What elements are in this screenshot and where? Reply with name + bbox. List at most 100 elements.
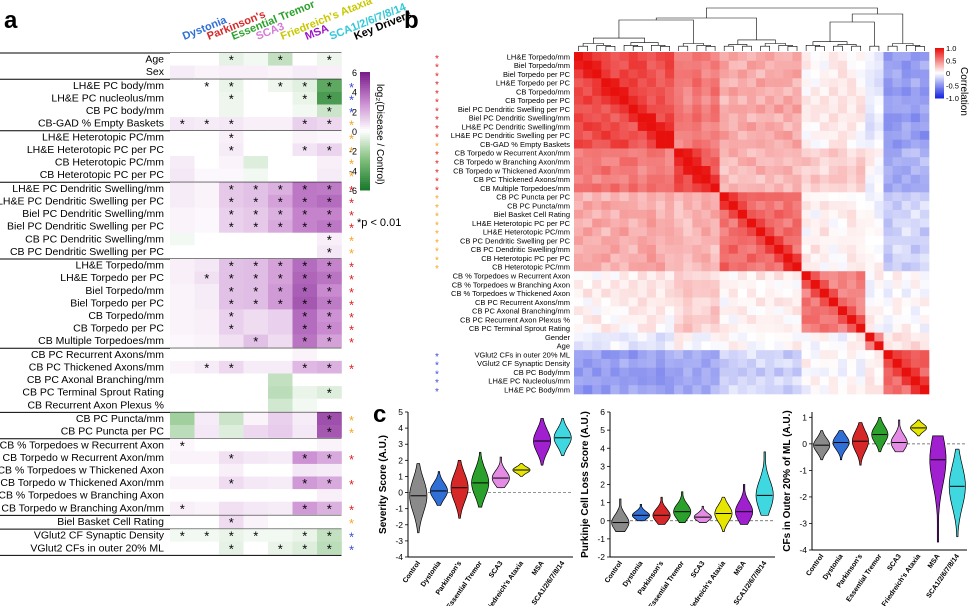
corr-cell xyxy=(746,174,757,184)
corr-cell xyxy=(874,201,884,211)
dendrogram-branch xyxy=(915,46,925,51)
corr-cell xyxy=(765,174,775,184)
corr-cell xyxy=(665,280,675,290)
corr-cell xyxy=(901,367,912,377)
corr-cell xyxy=(892,52,902,62)
heat-cell xyxy=(243,489,269,502)
corr-cell xyxy=(710,139,720,149)
corr-cell xyxy=(610,113,620,123)
corr-cell xyxy=(910,306,921,316)
corr-cell xyxy=(583,52,593,62)
corr-row-label: CB PC Terminal Sprout Rating xyxy=(469,324,570,333)
corr-cell xyxy=(719,174,730,184)
corr-cell xyxy=(637,306,648,316)
corr-cell xyxy=(828,280,839,290)
corr-cell xyxy=(847,113,857,123)
corr-cell xyxy=(728,271,739,281)
heat-cell xyxy=(170,438,195,452)
significance-star: * xyxy=(229,207,234,222)
corr-cell xyxy=(792,130,802,140)
corr-cell xyxy=(601,122,611,132)
heat-cell xyxy=(194,438,220,452)
corr-cell xyxy=(792,315,802,325)
corr-cell xyxy=(701,104,711,114)
corr-cell xyxy=(601,209,611,219)
colorbar-b: Correlation 1.00.50-0.5-1.0 xyxy=(935,44,969,116)
corr-cell xyxy=(674,183,684,193)
corr-cell xyxy=(655,262,666,272)
corr-cell xyxy=(701,95,711,105)
dendrogram-branch xyxy=(814,46,825,51)
corr-cell xyxy=(765,367,775,377)
row-label: Sex xyxy=(146,66,165,78)
corr-cell xyxy=(801,130,811,140)
corr-cell xyxy=(692,227,702,237)
corr-cell xyxy=(847,315,857,325)
corr-cell xyxy=(810,244,821,254)
corr-cell xyxy=(756,139,766,149)
corr-cell xyxy=(592,306,602,316)
corr-cell xyxy=(792,95,802,105)
corr-cell xyxy=(783,358,793,368)
corr-cell xyxy=(646,209,657,219)
corr-cell xyxy=(628,376,639,386)
corr-cell xyxy=(583,262,593,272)
corr-cell xyxy=(583,341,593,351)
x-tick-label: Essential Tremor xyxy=(446,560,484,606)
corr-cell xyxy=(919,358,930,368)
corr-cell xyxy=(810,209,821,219)
significance-star: * xyxy=(327,361,332,376)
y-axis-label: Purkinje Cell Loss Score (A.U.) xyxy=(580,411,591,558)
corr-cell xyxy=(865,227,875,237)
corr-cell xyxy=(610,60,620,70)
corr-cell xyxy=(674,113,684,123)
corr-cell xyxy=(792,139,802,149)
corr-cell xyxy=(665,157,675,167)
corr-cell xyxy=(865,306,875,316)
corr-cell xyxy=(737,201,748,211)
heat-cell xyxy=(317,220,342,233)
corr-cell xyxy=(792,209,802,219)
corr-cell xyxy=(655,130,666,140)
corr-cell xyxy=(856,192,866,202)
corr-cell xyxy=(847,183,857,193)
corr-cell xyxy=(837,78,848,88)
corr-cell xyxy=(847,218,857,228)
corr-cell xyxy=(746,157,757,167)
corr-cell xyxy=(801,52,811,62)
corr-cell xyxy=(883,306,893,316)
key-driver-star: * xyxy=(349,131,354,146)
heat-cell xyxy=(292,529,318,542)
corr-cell xyxy=(674,253,684,263)
corr-cell xyxy=(837,52,848,62)
heat-cell xyxy=(292,259,318,272)
corr-cell xyxy=(883,122,893,132)
heat-cell xyxy=(219,348,244,362)
corr-cell xyxy=(783,148,793,158)
corr-cell xyxy=(901,183,912,193)
significance-star: * xyxy=(327,79,332,94)
corr-cell xyxy=(655,60,666,70)
corr-cell xyxy=(683,323,693,333)
corr-cell xyxy=(865,323,875,333)
corr-row-label: CB-GAD % Empty Baskets xyxy=(480,140,570,149)
corr-cell xyxy=(774,122,784,132)
key-driver-star: * xyxy=(349,105,354,120)
corr-cell xyxy=(892,253,902,263)
heat-cell xyxy=(317,489,342,502)
corr-cell xyxy=(574,201,584,211)
corr-cell xyxy=(583,104,593,114)
heat-cell xyxy=(194,271,220,285)
corr-cell xyxy=(901,236,912,246)
corr-cell xyxy=(619,218,629,228)
corr-cell xyxy=(828,104,839,114)
corr-cell xyxy=(746,78,757,88)
corr-cell xyxy=(810,95,821,105)
corr-cell xyxy=(819,148,830,158)
corr-cell xyxy=(637,130,648,140)
corr-cell xyxy=(774,315,784,325)
row-label: LH&E Heterotopic PC/mm xyxy=(42,131,164,143)
corr-cell xyxy=(665,174,675,184)
corr-cell xyxy=(810,297,821,307)
heat-cell xyxy=(268,65,293,79)
